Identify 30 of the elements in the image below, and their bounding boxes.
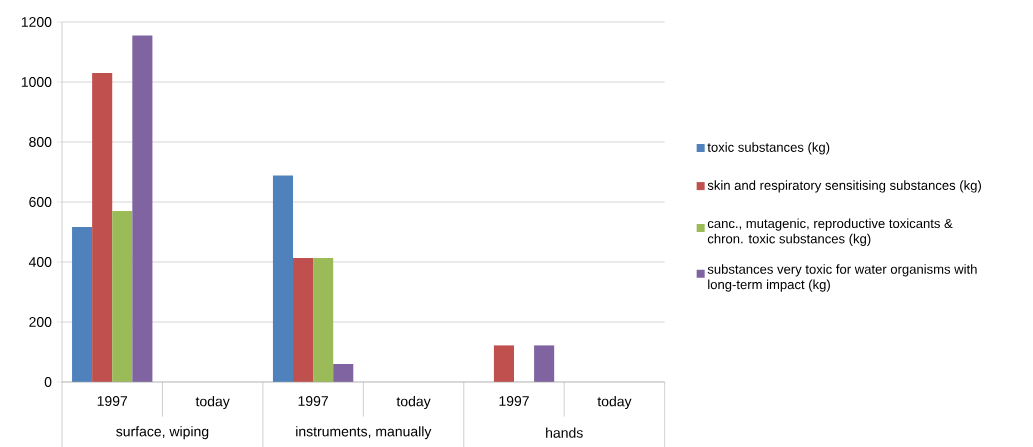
text: hands <box>546 427 583 438</box>
y-tick-label: 200 <box>29 317 52 327</box>
x-tick-label: 1997 <box>298 396 328 406</box>
bar <box>132 35 153 382</box>
legend-label: toxic substances (kg) <box>707 142 830 155</box>
bar <box>493 345 514 382</box>
bar <box>333 364 354 382</box>
x-tick-label: 1997 <box>499 396 529 406</box>
text: surface, wiping <box>116 426 209 440</box>
bar <box>92 73 113 382</box>
bar <box>272 175 294 382</box>
y-tick-label: 0 <box>44 377 52 387</box>
legend-label: substances very toxic for water organisms with long-term impact (kg) <box>707 264 977 292</box>
legend-label: skin and respiratory sensitising substances (kg) <box>707 180 981 193</box>
text: instruments, manually <box>296 426 432 440</box>
y-tick-label: 400 <box>28 257 52 267</box>
bar <box>313 258 334 382</box>
x-tick-label: today <box>195 396 230 410</box>
y-tick-label: 600 <box>29 197 52 207</box>
x-tick-label: today <box>396 396 431 410</box>
y-tick-label: 800 <box>29 137 52 147</box>
y-tick-label: 1200 <box>21 17 52 27</box>
x-tick-label: 1997 <box>97 396 128 406</box>
bar <box>534 345 555 382</box>
legend-label: canc., mutagenic, reproductive toxicants & chron. toxic substances (kg) <box>707 218 953 246</box>
bar <box>293 258 314 382</box>
y-tick-label: 1000 <box>21 77 52 87</box>
bar <box>72 226 93 382</box>
bar <box>112 211 133 382</box>
x-tick-label: today <box>597 396 632 410</box>
